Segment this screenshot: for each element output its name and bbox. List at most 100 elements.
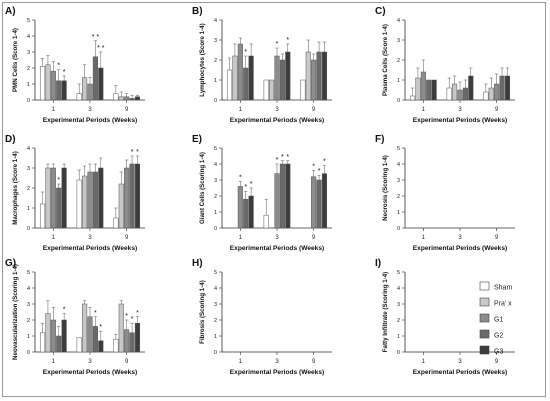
- panel-3-bar: [483, 91, 489, 101]
- panel-5-bar: [243, 198, 249, 229]
- panel-5-label: E): [192, 134, 202, 145]
- panel-2-significance-mark: *: [276, 41, 279, 48]
- panel-1-significance-mark: *: [57, 63, 60, 70]
- panel-1-xtick-label: 9: [125, 107, 129, 113]
- panel-1-bar: [92, 56, 98, 101]
- panel-2-ytick-label: 3: [214, 38, 217, 44]
- panel-5-xtick-label: 1: [239, 235, 243, 241]
- panel-9-ytick-label: 1: [397, 334, 400, 340]
- panel-7-bar: [56, 335, 62, 353]
- legend-swatch: [479, 281, 490, 291]
- panel-2-ylabel: Lymphocytes (Score 1-4): [199, 23, 206, 96]
- panel-1-bar: [50, 70, 56, 101]
- panel-1-bar: [61, 80, 67, 101]
- panel-3-bar: [420, 71, 426, 101]
- panel-5-significance-mark: *: [244, 184, 247, 191]
- panel-2-xtick-label: 9: [312, 107, 316, 113]
- panel-6-ylabel: Necrosis (Scoring 1-4): [382, 155, 389, 221]
- panel-9-xtick-label: 3: [458, 359, 462, 365]
- panel-1-bar: [98, 67, 104, 101]
- legend-swatch: [479, 297, 490, 307]
- panel-1-xlabel: Experimental Periods (Weeks): [43, 117, 137, 124]
- panel-3-bar: [462, 87, 468, 101]
- panel-5-ytick-label: 5: [214, 146, 217, 152]
- panel-4-ytick-label: 4: [27, 146, 30, 152]
- panel-3-xlabel: Experimental Periods (Weeks): [413, 117, 507, 124]
- panel-1-bar: [82, 77, 88, 101]
- panel-4-bar: [82, 175, 88, 229]
- panel-5-bar: [285, 163, 291, 229]
- panel-8-ytick-label: 4: [214, 286, 217, 292]
- panel-7-ytick-label: 5: [27, 270, 30, 276]
- panel-1-significance-mark: * *: [92, 34, 100, 41]
- panel-7-ytick-label: 2: [27, 318, 30, 324]
- panel-3-xtick-label: 1: [422, 107, 426, 113]
- panel-8-ylabel: Fibrosis (Scoring 1-4): [199, 280, 206, 344]
- panel-9-xlabel: Experimental Periods (Weeks): [413, 369, 507, 376]
- panel-7-label: G): [5, 258, 16, 269]
- panel-6-ytick-label: 4: [397, 162, 400, 168]
- panel-2-bar: [263, 79, 269, 101]
- panel-6-ytick-label: 0: [397, 226, 400, 232]
- panel-1-significance-mark: *: [63, 69, 66, 76]
- panel-4-ylabel: Macrophages (Score 1-4): [12, 151, 19, 225]
- panel-4-bar: [129, 163, 135, 229]
- panel-2-bar: [237, 43, 243, 101]
- panel-1-xtick-label: 1: [52, 107, 56, 113]
- panel-5-xtick-label: 3: [275, 235, 279, 241]
- panel-2-ytick-label: 0: [214, 98, 217, 104]
- panel-5-significance-mark: *: [286, 154, 289, 161]
- panel-7-bar: [134, 322, 141, 353]
- panel-9-ytick-label: 5: [397, 270, 400, 276]
- panel-1-ylabel: PMN Cells (Score 1-4): [12, 28, 19, 92]
- panel-4-bar: [113, 217, 119, 229]
- panel-1-xtick-label: 3: [88, 107, 92, 113]
- panel-1-significance-mark: * *: [97, 45, 105, 52]
- panel-7-bar: [61, 319, 67, 353]
- panel-4-ytick-label: 2: [27, 186, 30, 192]
- panel-3-bar: [415, 77, 421, 101]
- panel-8-ytick-label: 0: [214, 350, 217, 356]
- legend-label: Pra' x: [494, 301, 512, 308]
- panel-7-significance-mark: *: [94, 310, 97, 317]
- panel-8-xtick-label: 1: [239, 359, 243, 365]
- panel-5-significance-mark: *: [281, 154, 284, 161]
- panel-5-bar: [279, 163, 285, 229]
- panel-1-bar: [118, 96, 124, 101]
- panel-4-significance-mark: *: [131, 149, 134, 156]
- panel-2-label: B): [192, 6, 203, 17]
- panel-3-bar: [488, 87, 494, 101]
- panel-4-bar: [87, 171, 93, 229]
- panel-4-xtick-label: 1: [52, 235, 56, 241]
- panel-7-bar: [50, 319, 56, 353]
- panel-2-bar: [316, 51, 322, 101]
- panel-7-ytick-label: 4: [27, 286, 30, 292]
- panel-1-ytick-label: 1: [27, 82, 30, 88]
- panel-1-ytick-label: 0: [27, 98, 30, 104]
- panel-3-ytick-label: 2: [397, 58, 400, 64]
- panel-1-bar: [124, 96, 130, 101]
- legend-swatch: [479, 329, 490, 339]
- panel-3-ytick-label: 0: [397, 98, 400, 104]
- panel-7-bar: [87, 316, 93, 353]
- panel-3-bar: [452, 83, 458, 101]
- panel-7-bar: [118, 303, 124, 353]
- panel-2-bar: [311, 59, 317, 101]
- legend-swatch: [479, 313, 490, 323]
- panel-2-ytick-label: 2: [214, 58, 217, 64]
- panel-4-bar: [39, 203, 46, 229]
- panel-6-ytick-label: 5: [397, 146, 400, 152]
- panel-9-label: I): [375, 258, 381, 269]
- panel-6-label: F): [375, 134, 384, 145]
- panel-7-bar: [76, 337, 82, 353]
- panel-6-xtick-label: 9: [495, 235, 499, 241]
- panel-5-ytick-label: 0: [214, 226, 217, 232]
- panel-1-ytick-label: 3: [27, 50, 30, 56]
- panel-2-significance-mark: *: [244, 49, 247, 56]
- panel-7-significance-mark: *: [136, 310, 139, 317]
- panel-5-significance-mark: *: [250, 181, 253, 188]
- panel-7-xtick-label: 9: [125, 359, 129, 365]
- panel-9-ytick-label: 2: [397, 318, 400, 324]
- panel-2-bar: [321, 51, 328, 101]
- panel-2-significance-mark: *: [286, 37, 289, 44]
